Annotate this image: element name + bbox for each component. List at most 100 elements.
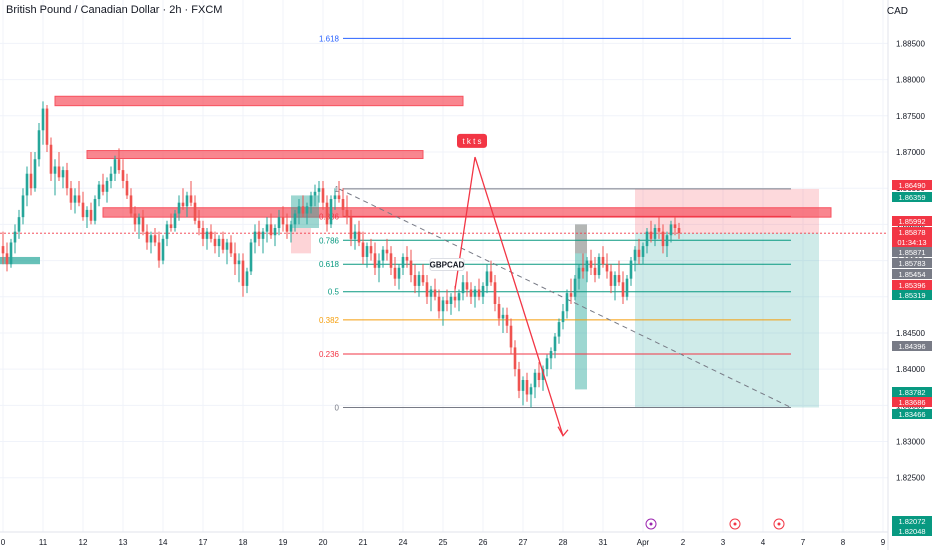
candle-body	[53, 166, 57, 174]
price-tag	[892, 258, 932, 268]
candle-body	[121, 170, 125, 181]
candle-body	[525, 380, 529, 395]
y-tick-label: 1.87000	[896, 148, 925, 157]
candle-body	[101, 184, 105, 192]
tkts-callout-bg	[457, 133, 487, 148]
lightning-icon-dot	[649, 522, 653, 526]
candle-body	[417, 275, 421, 286]
candle-body	[613, 275, 617, 286]
candle-body	[509, 325, 513, 348]
price-tag-label: 1.82072	[898, 517, 925, 526]
price-tag-label: 1.83782	[898, 388, 925, 397]
candle-body	[625, 278, 629, 297]
price-tag	[892, 516, 932, 526]
price-tag	[892, 192, 932, 202]
price-tag	[892, 409, 932, 419]
candle-body	[377, 260, 381, 268]
candle-body	[133, 213, 137, 225]
candle-body	[65, 170, 69, 189]
candle-body	[421, 275, 425, 283]
x-tick-label: Apr	[637, 538, 650, 547]
candle-body	[573, 278, 577, 297]
candle-body	[61, 170, 65, 178]
event-icon	[773, 518, 785, 530]
candle-body	[517, 369, 521, 391]
price-tag	[892, 269, 932, 279]
price-tag-label: 1.85992	[898, 217, 925, 226]
y-tick-label: 1.87500	[896, 112, 925, 121]
symbol-label: GBPCAD	[430, 260, 465, 269]
candle-body	[109, 173, 113, 181]
x-tick-label: 21	[359, 538, 368, 547]
currency-label[interactable]: CAD	[886, 6, 908, 17]
candle-body	[489, 271, 493, 283]
candle-body	[277, 217, 281, 228]
candle-body	[585, 260, 589, 272]
candle-body	[473, 289, 477, 297]
candle-body	[529, 387, 533, 395]
candle-body	[89, 209, 93, 221]
candle-body	[637, 249, 641, 257]
event-icon-dot	[777, 522, 781, 526]
candle-body	[557, 322, 561, 337]
candle-body	[325, 202, 329, 225]
candle-body	[477, 289, 481, 297]
x-tick-label: 13	[119, 538, 128, 547]
candle-body	[461, 282, 465, 294]
x-tick-label: 11	[39, 538, 48, 547]
candle-body	[249, 242, 253, 272]
candle-body	[345, 209, 349, 218]
candle-body	[545, 358, 549, 370]
candle-body	[265, 224, 269, 232]
x-tick-label: 14	[159, 538, 168, 547]
candle-body	[521, 380, 525, 391]
candle-body	[649, 231, 653, 239]
price-tag-label: 1.86490	[898, 181, 925, 190]
fib-label: 0.886	[319, 212, 340, 221]
price-tag	[892, 180, 932, 190]
candle-body	[341, 199, 345, 210]
candle-body	[221, 238, 225, 250]
candle-body	[481, 285, 485, 297]
candle-body	[369, 246, 373, 254]
candle-body	[589, 260, 593, 268]
price-tag-label: 1.82048	[898, 527, 925, 536]
candle-body	[41, 108, 45, 131]
candle-body	[453, 296, 457, 301]
candle-body	[593, 267, 597, 276]
price-tag	[892, 397, 932, 407]
candle-body	[21, 195, 25, 218]
candle-body	[505, 314, 509, 326]
candle-body	[465, 282, 469, 290]
x-tick-label: 20	[319, 538, 328, 547]
candle-body	[73, 195, 77, 203]
candle-body	[645, 231, 649, 247]
candle-body	[85, 209, 89, 218]
narrow-box-red	[575, 224, 587, 254]
candle-body	[349, 217, 353, 239]
candle-body	[601, 256, 605, 265]
candle-body	[201, 228, 205, 239]
candle-body	[169, 224, 173, 228]
candle-body	[665, 235, 669, 247]
price-tag-label: 1.83466	[898, 410, 925, 419]
candle-body	[157, 242, 161, 261]
trade-stop-area	[635, 188, 819, 234]
candle-body	[561, 311, 565, 323]
x-tick-label: 2	[681, 538, 686, 547]
price-tag	[892, 290, 932, 300]
event-icon	[729, 518, 741, 530]
price-tag-label: 1.83686	[898, 398, 925, 407]
y-tick-label: 1.88500	[896, 39, 925, 48]
candle-body	[581, 267, 585, 272]
x-tick-label: 8	[841, 538, 846, 547]
stop-box-red	[291, 228, 311, 254]
candle-body	[485, 271, 489, 286]
candle-body	[549, 351, 553, 359]
price-tag-label: 1.85396	[898, 281, 925, 290]
price-tag	[892, 227, 932, 237]
candle-body	[305, 206, 309, 214]
y-tick-label: 1.82500	[896, 474, 925, 483]
